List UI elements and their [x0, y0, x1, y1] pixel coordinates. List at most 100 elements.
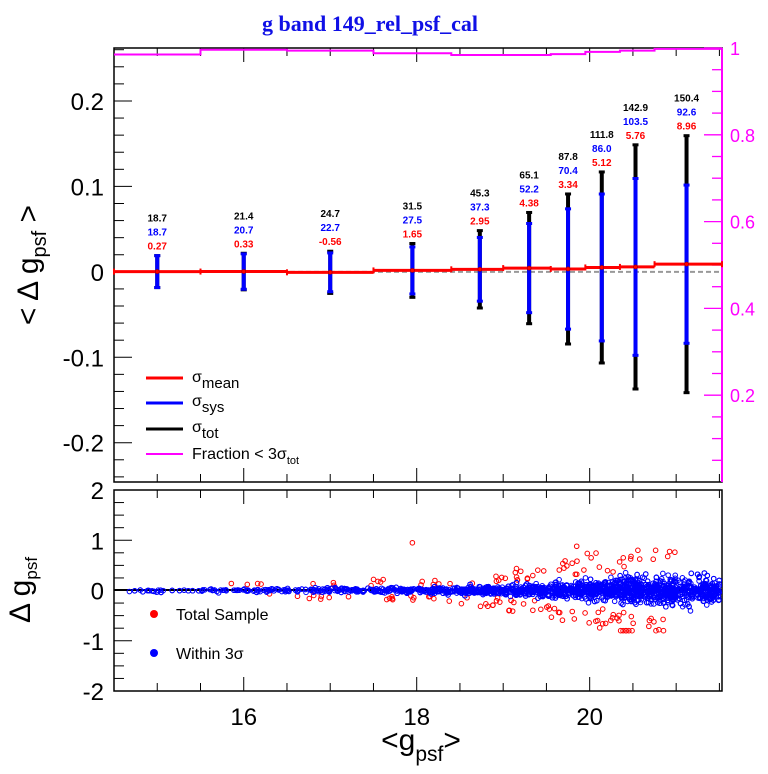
- mean-marker: [327, 270, 333, 275]
- scatter-point-within: [507, 593, 514, 600]
- scatter-point-total: [530, 607, 536, 614]
- scatter-point-total: [626, 627, 632, 634]
- scatter-point-within: [503, 589, 510, 596]
- scatter-point-within: [665, 572, 671, 578]
- scatter-point-total: [409, 539, 416, 546]
- scatter-point-within: [706, 589, 713, 595]
- scatter-point-total: [636, 556, 643, 562]
- scatter-point-within: [708, 595, 714, 602]
- scatter-point-within: [371, 588, 378, 594]
- scatter-point-total: [389, 593, 395, 600]
- y-tick-label: 0.2: [71, 89, 104, 116]
- scatter-point-within: [522, 590, 528, 596]
- scatter-point-within: [639, 592, 645, 599]
- scatter-point-within: [632, 599, 638, 606]
- scatter-point-total: [621, 563, 627, 570]
- scatter-point-within: [671, 587, 678, 593]
- scatter-point-within: [223, 587, 229, 593]
- scatter-point-total: [571, 616, 578, 622]
- x-axis-title: <gpsf>: [381, 724, 461, 766]
- scatter-point-within: [221, 587, 227, 594]
- scatter-point-within: [660, 570, 666, 577]
- scatter-point-within: [655, 594, 661, 601]
- scatter-point-within: [570, 589, 577, 596]
- scatter-point-total: [509, 608, 516, 614]
- scatter-point-within: [715, 597, 722, 604]
- scatter-point-within: [602, 597, 609, 604]
- scatter-point-total: [620, 554, 627, 561]
- scatter-point-within: [589, 583, 596, 590]
- scatter-point-within: [126, 588, 133, 595]
- scatter-point-within: [587, 593, 594, 600]
- scatter-point-within: [361, 587, 368, 594]
- bottom-y-axis-title: Δ gpsf: [4, 557, 41, 623]
- scatter-point-within: [622, 575, 628, 581]
- label-sigma-tot: 65.1: [519, 170, 539, 181]
- mean-step-line: [113, 261, 723, 276]
- scatter-point-within: [439, 586, 445, 593]
- label-mean: 0.27: [148, 242, 168, 253]
- scatter-point-within: [609, 592, 616, 598]
- scatter-point-total: [628, 553, 634, 560]
- scatter-point-total: [628, 613, 635, 620]
- scatter-point-total: [514, 577, 521, 583]
- scatter-point-within: [375, 588, 382, 595]
- scatter-point-within: [209, 587, 216, 594]
- scatter-point-within: [570, 587, 577, 593]
- scatter-point-within: [681, 597, 688, 603]
- scatter-point-total: [524, 575, 531, 582]
- scatter-point-within: [352, 586, 359, 592]
- scatter-point-within: [200, 587, 206, 593]
- scatter-point-total: [596, 625, 603, 631]
- scatter-point-within: [696, 574, 702, 581]
- scatter-point-total: [599, 620, 606, 627]
- scatter-point-total: [629, 627, 635, 634]
- y2-tick-label: 0.8: [730, 126, 755, 146]
- y-tick-label: 0: [91, 260, 104, 287]
- scatter-point-within: [332, 584, 339, 591]
- scatter-point-within: [594, 597, 600, 604]
- scatter-point-within: [639, 574, 646, 581]
- label-sigma-tot: 45.3: [470, 189, 490, 200]
- scatter-point-total: [666, 548, 673, 555]
- scatter-point-within: [394, 590, 400, 597]
- y2-tick-label: 0.2: [730, 386, 755, 406]
- scatter-point-within: [688, 570, 695, 577]
- scatter-point-within: [647, 588, 654, 595]
- scatter-point-total: [244, 581, 251, 588]
- scatter-point-within: [680, 586, 687, 592]
- scatter-point-within: [628, 580, 635, 587]
- scatter-point-within: [490, 586, 496, 593]
- scatter-point-within: [509, 587, 515, 593]
- scatter-point-total: [599, 606, 606, 612]
- scatter-point-within: [645, 595, 651, 601]
- top-legend: σmean σsys σtot Fraction < 3σtot: [146, 369, 299, 467]
- scatter-point-total: [458, 600, 465, 607]
- scatter-point-within: [295, 587, 302, 593]
- scatter-point-within: [710, 575, 717, 582]
- y-tick-label: -0.1: [63, 345, 104, 372]
- scatter-point-total: [551, 605, 558, 612]
- scatter-point-total: [502, 575, 509, 582]
- scatter-point-total: [513, 565, 520, 572]
- legend-label-tot: σtot: [192, 419, 219, 442]
- scatter-point-within: [314, 587, 321, 594]
- scatter-point-within: [558, 587, 565, 593]
- scatter-point-within: [656, 597, 662, 604]
- scatter-point-total: [493, 597, 500, 604]
- scatter-point-within: [674, 597, 681, 603]
- scatter-point-within: [463, 589, 470, 595]
- scatter-point-within: [445, 589, 452, 595]
- scatter-point-total: [646, 623, 652, 630]
- scatter-point-total: [588, 555, 594, 561]
- scatter-point-total: [330, 579, 337, 586]
- scatter-point-within: [317, 587, 324, 594]
- scatter-point-within: [630, 596, 637, 602]
- scatter-point-total: [556, 567, 563, 573]
- label-sigma-sys: 70.4: [558, 166, 578, 177]
- scatter-point-within: [676, 595, 682, 602]
- scatter-point-within: [622, 594, 628, 601]
- scatter-point-total: [380, 576, 386, 583]
- scatter-point-within: [585, 600, 592, 606]
